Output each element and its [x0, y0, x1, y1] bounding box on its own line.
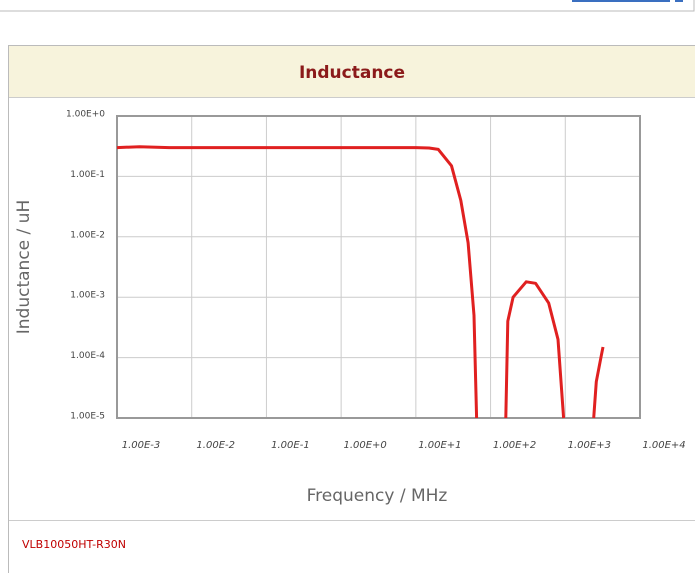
chart-title: Inductance	[299, 63, 405, 83]
x-tick-label: 1.00E+3	[568, 440, 611, 451]
top-button[interactable]	[675, 0, 683, 2]
x-tick-label: 1.00E-1	[271, 440, 310, 451]
x-tick-label: 1.00E-3	[122, 440, 161, 451]
x-tick-label: 1.00E+4	[642, 440, 685, 451]
y-tick-label: 1.00E-4	[70, 351, 105, 361]
x-tick-label: 1.00E+2	[493, 440, 536, 451]
y-axis-label: Inductance / uH	[14, 200, 34, 334]
y-tick-label: 1.00E-5	[70, 412, 105, 422]
y-tick-label: 1.00E-2	[70, 230, 105, 240]
x-tick-label: 1.00E-2	[196, 440, 235, 451]
x-tick-label: 1.00E+1	[418, 440, 461, 451]
x-tick-label: 1.00E+0	[343, 440, 386, 451]
x-axis-label: Frequency / MHz	[307, 486, 448, 506]
part-number: VLB10050HT-R30N	[22, 538, 126, 551]
y-tick-label: 1.00E+0	[66, 110, 105, 120]
y-tick-label: 1.00E-3	[70, 291, 105, 301]
y-tick-label: 1.00E-1	[70, 170, 105, 180]
top-button[interactable]	[572, 0, 670, 2]
